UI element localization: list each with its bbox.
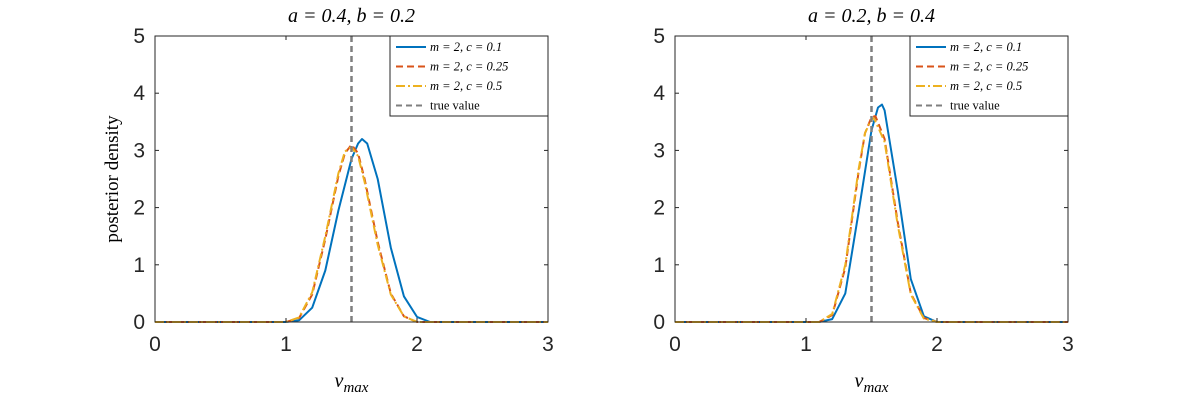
y-tick-label: 2: [653, 197, 665, 220]
y-tick-label: 4: [133, 82, 145, 105]
legend-box: [389, 35, 549, 117]
y-tick-label: 1: [653, 254, 665, 277]
x-tick-label: 3: [1062, 333, 1074, 356]
legend-label: m = 2, c = 0.25: [950, 60, 1028, 74]
legend-label: m = 2, c = 0.1: [950, 40, 1022, 54]
y-tick-label: 3: [653, 139, 665, 162]
axes-box: [674, 35, 1069, 323]
x-axis-label: vmax: [855, 370, 889, 396]
legend-label: m = 2, c = 0.5: [950, 79, 1022, 93]
chart-title: a = 0.2, b = 0.4: [808, 5, 935, 27]
legend-label: m = 2, c = 0.1: [430, 40, 502, 54]
y-tick-label: 5: [653, 25, 665, 48]
series-line-1: [675, 103, 1068, 323]
y-tick-label: 2: [133, 197, 145, 220]
y-tick-label: 3: [133, 139, 145, 162]
x-tick-label: 0: [149, 333, 161, 356]
y-tick-label: 0: [653, 311, 665, 334]
x-tick-label: 0: [669, 333, 681, 356]
y-tick-label: 4: [653, 82, 665, 105]
axes-box: [154, 35, 549, 323]
y-axis-label: posterior density: [102, 115, 123, 243]
chart-panel-2: 0 1 2 3 0 1 2 3 4 5 a = 0.2, b = 0.4 vmax m = 2, c =…: [653, 5, 1074, 396]
legend-label: true value: [950, 99, 1000, 113]
legend-label: true value: [430, 99, 480, 113]
x-tick-label: 3: [542, 333, 554, 356]
x-tick-label: 1: [800, 333, 812, 356]
y-tick-label: 0: [133, 311, 145, 334]
series-line-1: [155, 138, 548, 323]
x-tick-label: 2: [411, 333, 423, 356]
chart-title: a = 0.4, b = 0.2: [288, 5, 415, 27]
legend-label: m = 2, c = 0.25: [430, 60, 508, 74]
legend: m = 2, c = 0.1 m = 2, c = 0.25 m = 2, c = …: [389, 35, 549, 117]
y-tick-label: 5: [133, 25, 145, 48]
x-tick-label: 1: [280, 333, 292, 356]
x-axis-label: vmax: [335, 370, 369, 396]
x-tick-label: 2: [931, 333, 943, 356]
y-tick-label: 1: [133, 254, 145, 277]
legend: m = 2, c = 0.1 m = 2, c = 0.25 m = 2, c = …: [909, 35, 1069, 117]
legend-label: m = 2, c = 0.5: [430, 79, 502, 93]
series-line-3: [675, 117, 1068, 323]
chart-panel-1: 0 1 2 3 0 1 2 3 4 5 a = 0.4, b = 0.2 vmax posterior …: [102, 5, 554, 396]
legend-box: [909, 35, 1069, 117]
